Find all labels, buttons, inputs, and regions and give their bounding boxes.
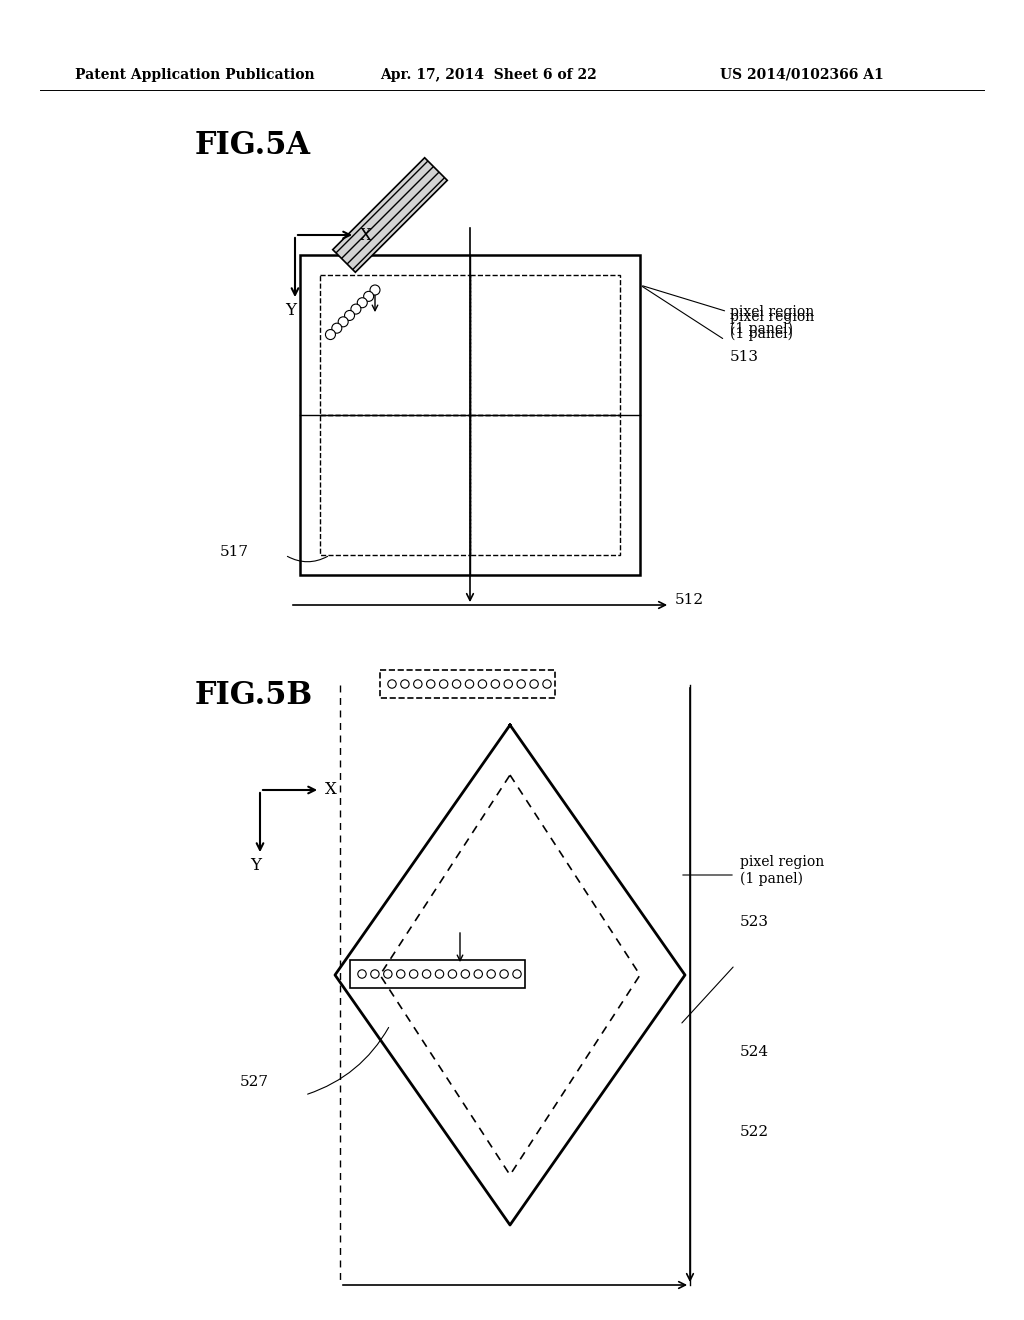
Circle shape — [332, 323, 342, 333]
Circle shape — [453, 680, 461, 688]
Circle shape — [357, 970, 367, 978]
Text: Y: Y — [251, 857, 261, 874]
Text: US 2014/0102366 A1: US 2014/0102366 A1 — [720, 69, 884, 82]
Text: pixel region
(1 panel): pixel region (1 panel) — [730, 305, 814, 335]
Text: 523: 523 — [740, 915, 769, 929]
Circle shape — [388, 680, 396, 688]
Circle shape — [513, 970, 521, 978]
Circle shape — [449, 970, 457, 978]
Text: 512: 512 — [675, 593, 705, 607]
Bar — [470, 414, 620, 554]
Text: pixel region
(1 panel): pixel region (1 panel) — [643, 286, 814, 341]
Text: X: X — [360, 227, 372, 243]
Text: FIG.5B: FIG.5B — [195, 680, 313, 711]
Circle shape — [396, 970, 404, 978]
Circle shape — [344, 310, 354, 321]
Circle shape — [529, 680, 539, 688]
Circle shape — [357, 298, 368, 308]
FancyBboxPatch shape — [333, 157, 447, 272]
Text: Apr. 17, 2014  Sheet 6 of 22: Apr. 17, 2014 Sheet 6 of 22 — [380, 69, 597, 82]
Bar — [470, 275, 620, 414]
Circle shape — [500, 970, 508, 978]
Bar — [319, 414, 470, 554]
Circle shape — [384, 970, 392, 978]
Bar — [350, 960, 525, 987]
Circle shape — [492, 680, 500, 688]
Text: 524: 524 — [740, 1045, 769, 1059]
Circle shape — [487, 970, 496, 978]
Circle shape — [400, 680, 410, 688]
Bar — [300, 255, 640, 576]
Circle shape — [422, 970, 431, 978]
Circle shape — [326, 330, 336, 339]
Text: pixel region
(1 panel): pixel region (1 panel) — [740, 855, 824, 886]
Circle shape — [439, 680, 447, 688]
Circle shape — [465, 680, 474, 688]
Text: FIG.5A: FIG.5A — [195, 129, 311, 161]
Circle shape — [435, 970, 443, 978]
Text: 513: 513 — [730, 350, 759, 364]
Text: Y: Y — [286, 302, 297, 319]
Circle shape — [338, 317, 348, 327]
Text: 517: 517 — [220, 545, 249, 558]
Circle shape — [410, 970, 418, 978]
Circle shape — [461, 970, 470, 978]
Circle shape — [478, 680, 486, 688]
Circle shape — [427, 680, 435, 688]
Bar — [380, 671, 555, 698]
Text: Patent Application Publication: Patent Application Publication — [75, 69, 314, 82]
Circle shape — [371, 970, 379, 978]
Circle shape — [517, 680, 525, 688]
Text: 522: 522 — [740, 1125, 769, 1139]
Bar — [319, 275, 470, 414]
Circle shape — [364, 292, 374, 301]
Circle shape — [474, 970, 482, 978]
Text: X: X — [325, 781, 337, 799]
Circle shape — [504, 680, 512, 688]
Circle shape — [414, 680, 422, 688]
Circle shape — [543, 680, 551, 688]
Circle shape — [370, 285, 380, 294]
Circle shape — [351, 304, 360, 314]
Text: 527: 527 — [240, 1074, 269, 1089]
